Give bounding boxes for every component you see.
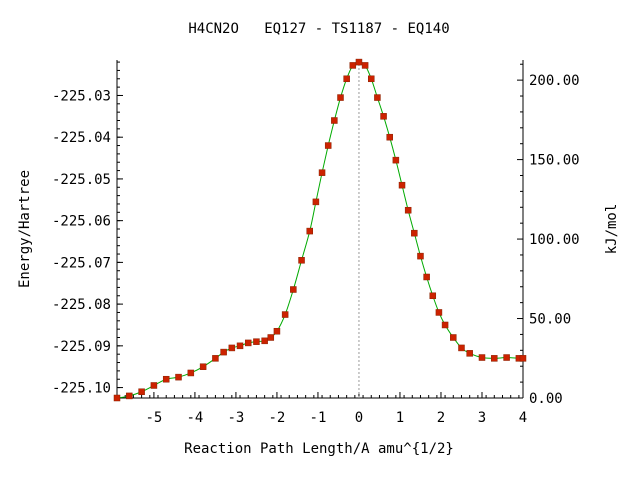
data-point-marker: [298, 257, 305, 264]
data-point-marker: [318, 169, 326, 176]
data-point-marker: [220, 348, 227, 356]
data-point-marker: [478, 354, 486, 361]
x-tick-label: 0: [355, 410, 363, 426]
x-tick-label: 2: [437, 410, 445, 426]
data-point-marker: [411, 229, 418, 237]
data-point-marker: [458, 344, 465, 352]
data-point-marker: [368, 75, 375, 83]
data-point-marker: [361, 62, 369, 69]
data-point-marker: [267, 334, 275, 341]
data-point-marker: [491, 355, 498, 362]
x-tick-label: -3: [227, 410, 244, 426]
data-point-marker: [312, 198, 320, 206]
x-tick-label: 3: [478, 410, 486, 426]
data-point-marker: [380, 113, 387, 120]
x-tick-label: -1: [310, 410, 327, 426]
data-point-marker: [199, 363, 207, 370]
data-point-marker: [281, 311, 289, 318]
data-point-marker: [392, 156, 400, 164]
x-tick-label: 1: [396, 410, 404, 426]
chart-title: H4CN2O EQ127 - TS1187 - EQ140: [188, 21, 449, 37]
data-point-marker: [466, 350, 473, 357]
data-point-marker: [162, 375, 170, 383]
x-tick-label: 4: [519, 410, 527, 426]
data-point-marker: [273, 327, 281, 335]
y2-tick-label: 150.00: [529, 153, 580, 169]
y2-tick-label: 0.00: [529, 391, 563, 407]
plot-area: -5 -4 -3 -2 -1 0 1 2 3 4 -225.03 -225.04 -225.05 -225…: [52, 58, 580, 426]
y-tick-label: -225.09: [52, 339, 111, 355]
x-axis-label: Reaction Path Length/A amu^{1/2}: [184, 441, 454, 457]
y-tick-label: -225.04: [52, 130, 111, 146]
data-point-marker: [236, 342, 244, 350]
data-point-marker: [355, 58, 363, 66]
data-point-marker: [450, 334, 457, 341]
data-point-marker: [404, 206, 412, 214]
data-point-marker: [187, 369, 195, 377]
y-axis-label: Energy/Hartree: [17, 170, 33, 288]
data-point-marker: [441, 321, 449, 329]
y2-tick-label: 100.00: [529, 232, 580, 248]
data-point-marker: [150, 382, 158, 389]
data-point-marker: [113, 394, 121, 402]
data-point-marker: [138, 388, 145, 395]
data-point-marker: [423, 273, 430, 281]
data-point-marker: [519, 355, 527, 362]
data-point-marker: [374, 94, 381, 101]
y2-axis-label: kJ/mol: [604, 204, 620, 255]
y2-tick-label: 50.00: [529, 312, 571, 328]
data-point-marker: [429, 292, 437, 300]
x-tick-label: -2: [269, 410, 286, 426]
y2-tick-label: 200.00: [529, 73, 580, 89]
data-point-marker: [290, 286, 297, 293]
data-point-marker: [175, 373, 182, 381]
data-point-marker: [398, 181, 406, 189]
data-point-marker: [343, 75, 350, 83]
data-point-marker: [253, 338, 260, 345]
y-tick-label: -225.03: [52, 88, 111, 104]
x-tick-label: -4: [186, 410, 203, 426]
data-point-marker: [349, 62, 357, 69]
y-tick-label: -225.07: [52, 255, 111, 271]
data-point-marker: [337, 94, 344, 101]
y-tick-label: -225.08: [52, 297, 111, 313]
data-point-marker: [244, 339, 252, 347]
y-tick-label: -225.05: [52, 172, 111, 188]
data-point-marker: [126, 392, 133, 400]
y-tick-label: -225.06: [52, 214, 111, 230]
data-point-marker: [306, 227, 313, 235]
data-point-marker: [417, 252, 424, 260]
data-point-marker: [435, 309, 443, 316]
data-point-marker: [212, 355, 219, 362]
data-point-marker: [331, 117, 338, 124]
data-point-marker: [324, 142, 332, 149]
y-tick-label: -225.10: [52, 381, 111, 397]
data-point-marker: [503, 354, 510, 361]
data-point-marker: [261, 337, 268, 345]
data-point-marker: [228, 344, 236, 352]
data-point-marker: [386, 133, 393, 141]
x-tick-label: -5: [145, 410, 162, 426]
